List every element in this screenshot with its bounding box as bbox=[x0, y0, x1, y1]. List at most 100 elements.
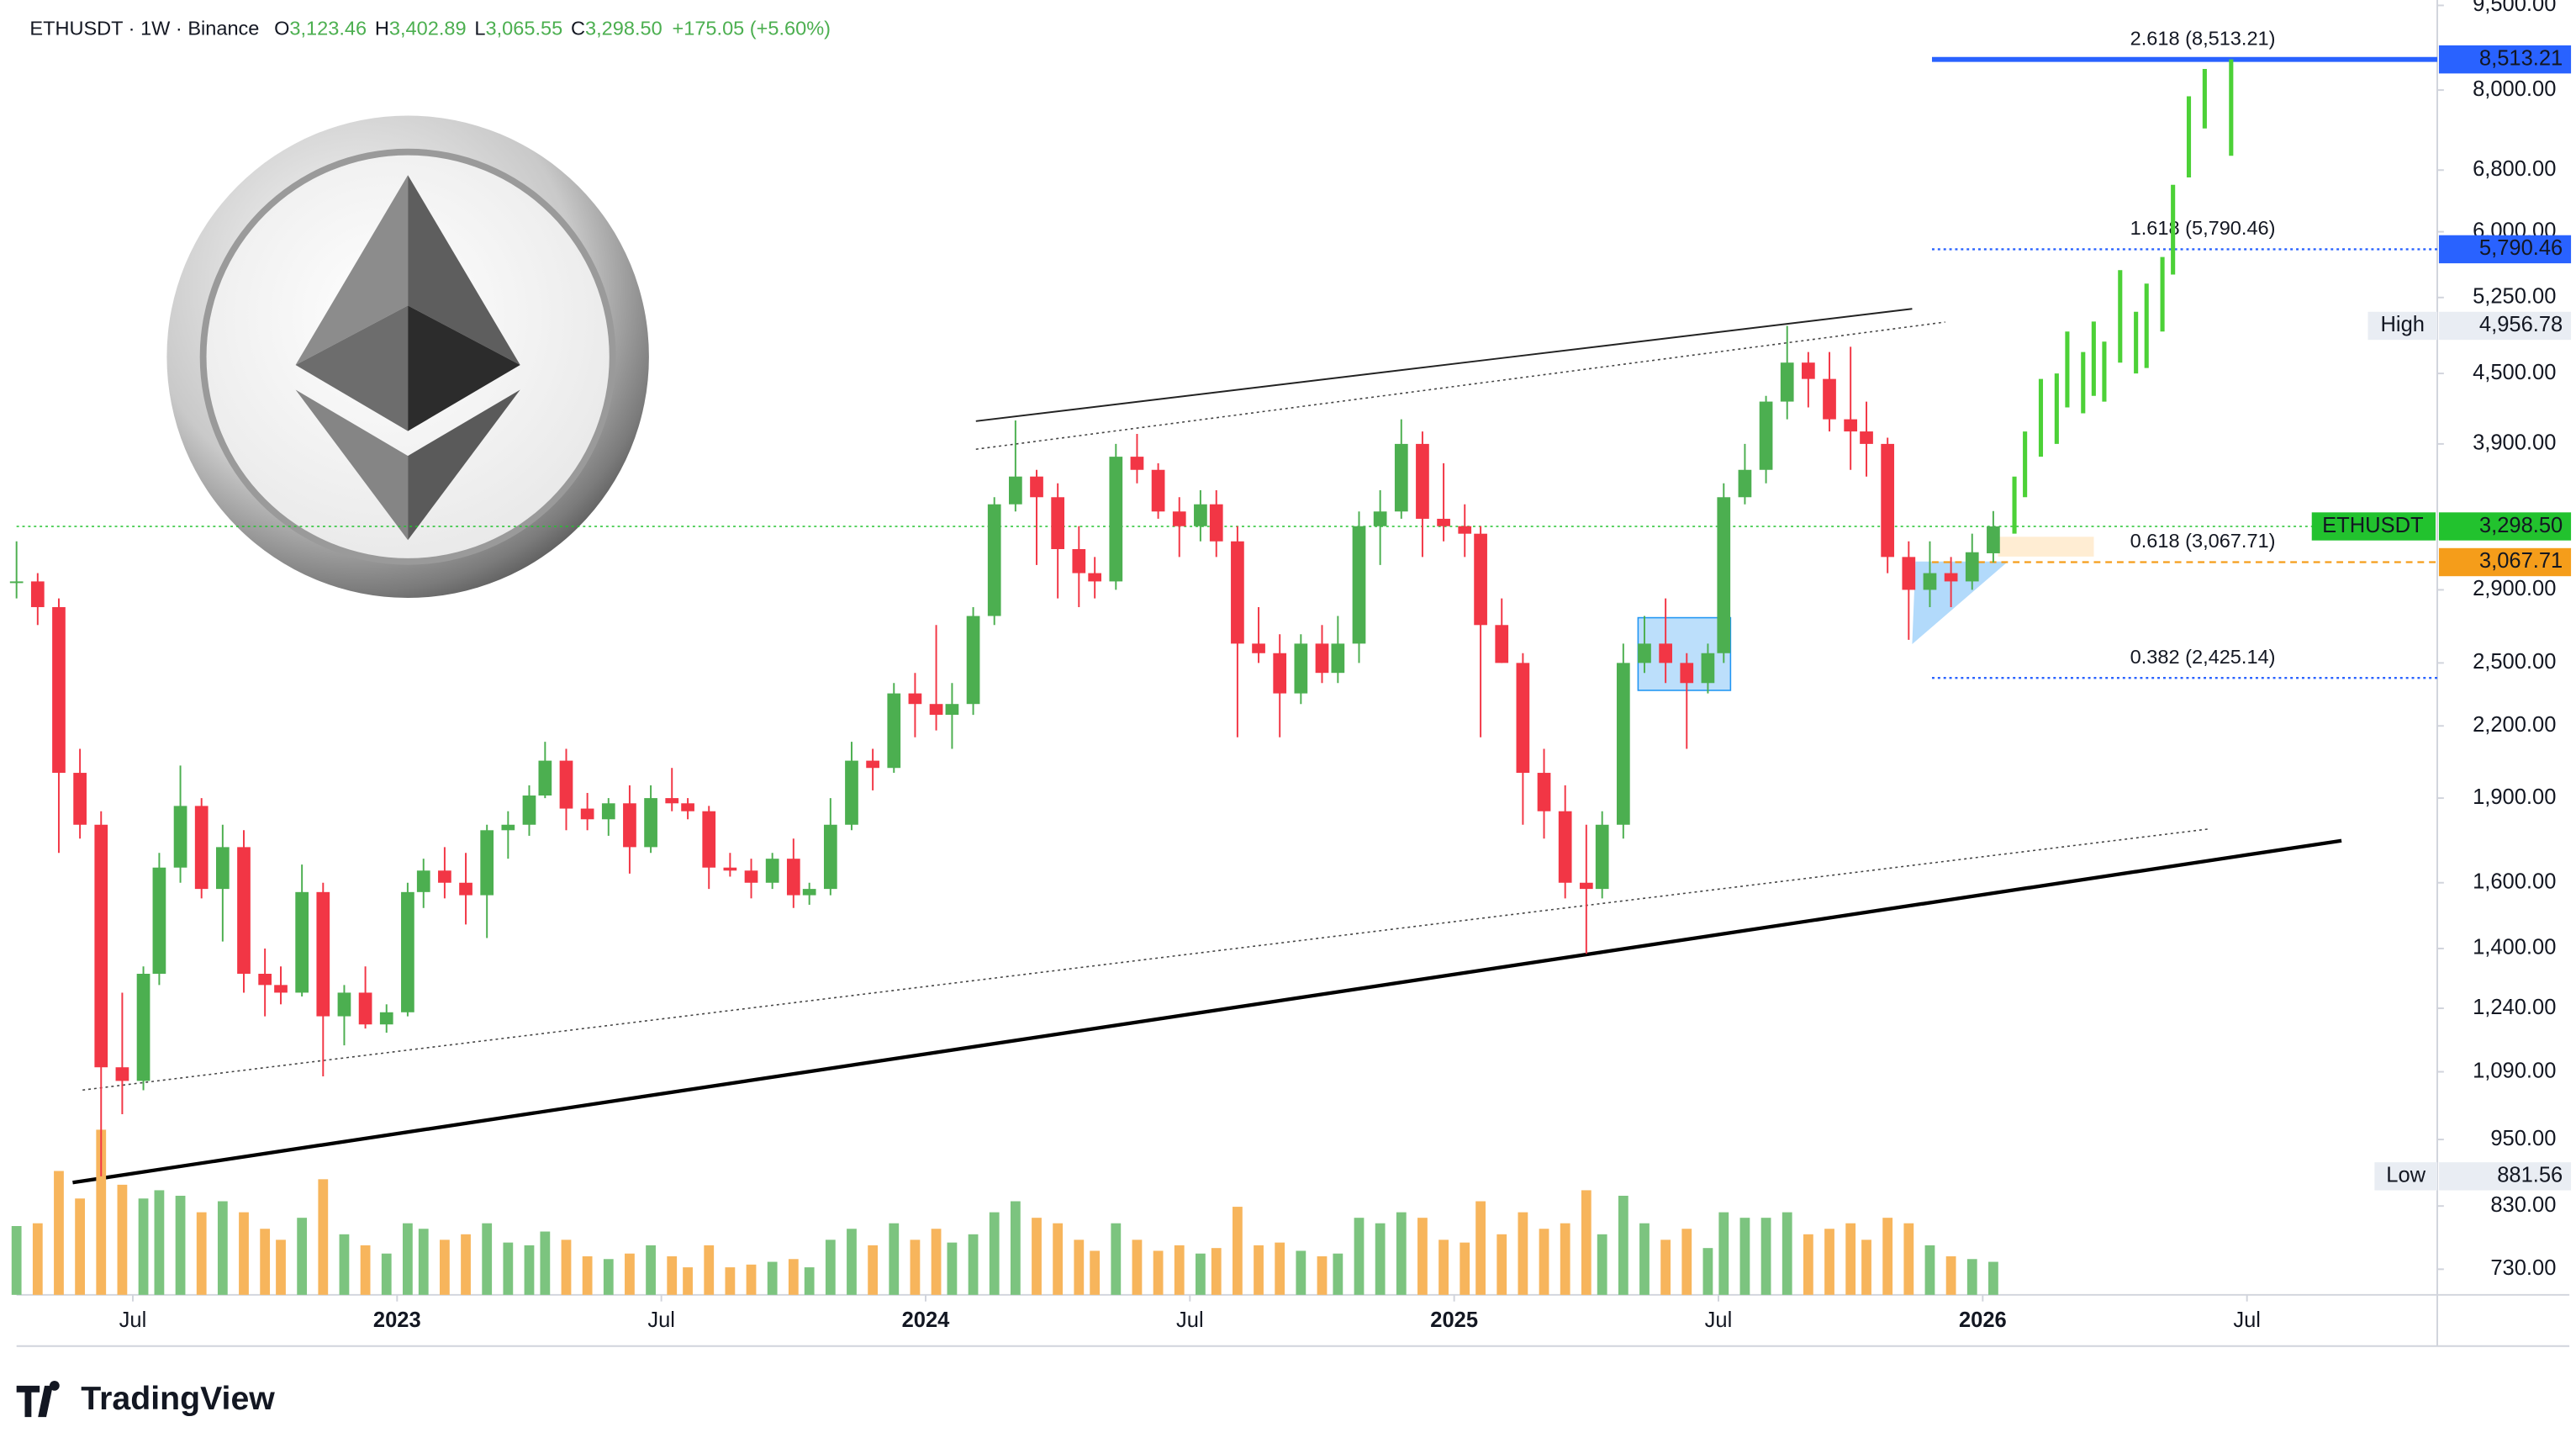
candle-body bbox=[1252, 643, 1265, 653]
volume-bar bbox=[75, 1198, 86, 1295]
y-tick-label: 950.00 bbox=[2490, 1127, 2556, 1150]
candle-body bbox=[73, 773, 87, 825]
ohlc-value: 3,123.46 bbox=[289, 18, 367, 40]
fib-label: 0.382 (2,425.14) bbox=[2130, 646, 2276, 668]
candle-body bbox=[1231, 541, 1244, 644]
x-tick-label: Jul bbox=[1705, 1308, 1733, 1332]
candle-body bbox=[538, 760, 552, 796]
candle-body bbox=[1638, 643, 1651, 663]
fib-tag: 5,790.46 bbox=[2479, 236, 2563, 260]
candle-body bbox=[1759, 401, 1773, 470]
candle-body bbox=[1009, 476, 1022, 505]
candle-body bbox=[379, 1012, 393, 1025]
x-tick-label: Jul bbox=[647, 1308, 675, 1332]
logo-facet bbox=[408, 305, 520, 431]
volume-bar bbox=[1211, 1248, 1222, 1295]
last-price-name: ETHUSDT bbox=[2322, 514, 2424, 537]
y-tick-label: 6,800.00 bbox=[2473, 157, 2556, 181]
volume-bar bbox=[1845, 1223, 1856, 1295]
low-name: Low bbox=[2386, 1164, 2426, 1187]
candle-body bbox=[1294, 643, 1308, 694]
fib-tag-bg bbox=[2438, 45, 2572, 74]
logo-facet bbox=[408, 175, 520, 366]
volume-bar bbox=[667, 1255, 678, 1295]
candle-body bbox=[501, 824, 515, 831]
volume-bar bbox=[1539, 1229, 1549, 1295]
candle-body bbox=[1051, 497, 1065, 549]
channel-bottom-inner bbox=[82, 828, 2209, 1092]
volume-bar bbox=[1354, 1218, 1365, 1295]
candle-body bbox=[316, 891, 330, 1017]
volume-bar bbox=[683, 1267, 693, 1295]
y-tick-label: 3,900.00 bbox=[2473, 431, 2556, 455]
candle-body bbox=[1331, 643, 1345, 674]
candle-body bbox=[1273, 653, 1287, 694]
candle-body bbox=[1738, 469, 1752, 498]
candle-body bbox=[1680, 663, 1694, 684]
candle-body bbox=[1802, 362, 1815, 379]
last-price-tag: 3,298.50 bbox=[2479, 514, 2563, 537]
candle-body bbox=[908, 693, 922, 705]
candle-body bbox=[1352, 526, 1366, 644]
volume-bar bbox=[196, 1212, 207, 1295]
candle-body bbox=[1659, 643, 1672, 663]
candle-body bbox=[94, 824, 108, 1068]
candle-body bbox=[152, 867, 166, 975]
volume-bar bbox=[276, 1240, 286, 1295]
volume-bar bbox=[968, 1234, 979, 1295]
volume-bar bbox=[32, 1223, 43, 1295]
volume-bar bbox=[1824, 1229, 1834, 1295]
volume-bar bbox=[847, 1229, 857, 1295]
y-tick-label: 8,000.00 bbox=[2473, 77, 2556, 101]
y-tick-label: 730.00 bbox=[2490, 1256, 2556, 1280]
fib-label: 1.618 (5,790.46) bbox=[2130, 217, 2276, 239]
volume-bar bbox=[1945, 1255, 1956, 1295]
volume-bar bbox=[1988, 1261, 1998, 1295]
volume-bar bbox=[540, 1231, 551, 1295]
volume-bar bbox=[825, 1240, 836, 1295]
volume-bar bbox=[1010, 1201, 1021, 1295]
candle-body bbox=[358, 992, 372, 1025]
fib-label: 0.618 (3,067.71) bbox=[2130, 530, 2276, 552]
volume-bar bbox=[725, 1267, 736, 1295]
candle-body bbox=[845, 760, 858, 825]
volume-bar bbox=[381, 1253, 392, 1295]
volume-bar bbox=[1597, 1234, 1607, 1295]
volume-bar bbox=[402, 1223, 413, 1295]
candle-body bbox=[459, 882, 472, 896]
volume-bar bbox=[217, 1201, 228, 1295]
candle-body bbox=[1780, 362, 1794, 402]
volume-bar bbox=[767, 1261, 778, 1295]
candle-body bbox=[987, 504, 1001, 616]
volume-bar bbox=[1618, 1195, 1628, 1295]
candle-body bbox=[1437, 518, 1450, 526]
volume-bar bbox=[625, 1253, 635, 1295]
volume-bar bbox=[804, 1267, 815, 1295]
volume-bar bbox=[947, 1242, 958, 1295]
x-tick-label: 2023 bbox=[373, 1308, 421, 1332]
high-tag-bg bbox=[2438, 311, 2572, 341]
ohlc-letter: H bbox=[375, 18, 389, 40]
candle-body bbox=[1701, 653, 1715, 684]
candle-body bbox=[1109, 457, 1123, 582]
candle-body bbox=[723, 867, 737, 871]
ohlc-value: 3,065.55 bbox=[486, 18, 563, 40]
candle-body bbox=[1394, 443, 1408, 512]
fib-tag-bg bbox=[2438, 547, 2572, 577]
candle-body bbox=[1823, 378, 1836, 420]
volume-bar bbox=[1053, 1223, 1064, 1295]
volume-bar bbox=[1090, 1250, 1101, 1295]
candle-body bbox=[1881, 443, 1895, 558]
candle-body bbox=[1030, 476, 1043, 498]
volume-bar bbox=[1681, 1229, 1692, 1295]
candle-body bbox=[1558, 811, 1572, 883]
volume-bar bbox=[318, 1179, 329, 1295]
volume-bar bbox=[138, 1198, 149, 1295]
fib-tag: 3,067.71 bbox=[2479, 549, 2563, 573]
candle-body bbox=[786, 859, 800, 896]
candle-body bbox=[702, 811, 716, 868]
candle-body bbox=[1717, 497, 1731, 653]
candle-body bbox=[401, 891, 414, 1012]
y-tick-label: 5,250.00 bbox=[2473, 285, 2556, 309]
